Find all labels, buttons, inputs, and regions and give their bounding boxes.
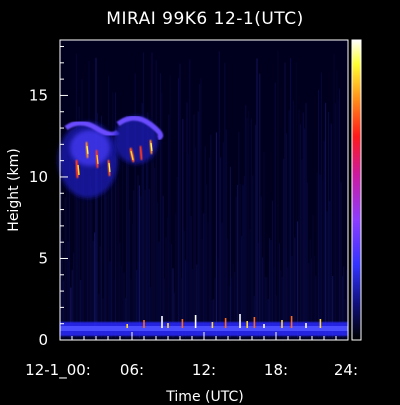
- y-axis-ticks: 0 5 10 15: [29, 46, 68, 349]
- y-tick-label: 5: [38, 249, 48, 267]
- x-tick-label: 18:: [264, 361, 288, 379]
- y-tick-label: 10: [29, 168, 48, 186]
- x-tick-label: 12-1_00:: [25, 361, 91, 380]
- surface-echo-spikes: [126, 314, 322, 328]
- upper-cloud-layer-2: [114, 115, 164, 164]
- y-tick-label: 15: [29, 86, 48, 104]
- x-axis-ticks: 12-1_00: 06: 12: 18: 24:: [25, 332, 358, 380]
- upper-cloud-layer-1: [58, 120, 120, 198]
- plot-area: [60, 40, 348, 340]
- x-axis-label: Time (UTC): [166, 389, 244, 405]
- y-tick-label: 0: [38, 331, 48, 349]
- x-tick-label: 12:: [192, 361, 216, 379]
- background-echo-streaks: [60, 50, 349, 338]
- x-tick-label: 06:: [120, 361, 144, 379]
- chart-title: MIRAI 99K6 12-1(UTC): [106, 9, 304, 29]
- colorbar: [351, 39, 362, 341]
- y-axis-label-text: Height (km): [6, 148, 22, 232]
- x-tick-label: 24:: [334, 361, 358, 379]
